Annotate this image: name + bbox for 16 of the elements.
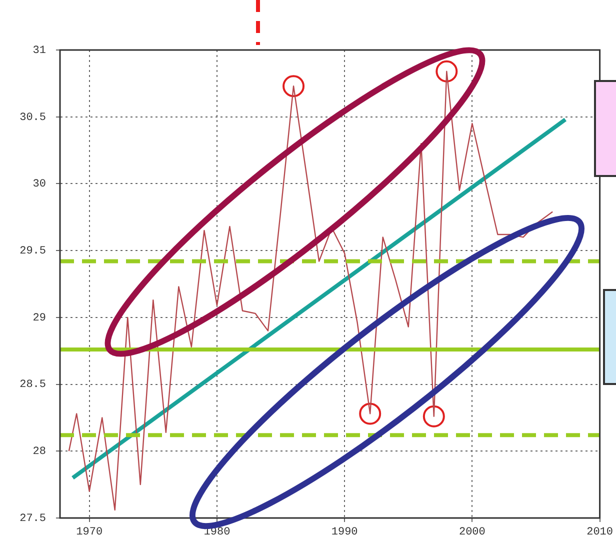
x-tick-label: 2000 [458,526,486,537]
x-tick-label: 1990 [331,526,358,537]
y-tick-label: 27.5 [20,512,46,525]
x-tick-label: 2010 [586,526,613,537]
point [282,75,305,98]
y-tick-label: 29 [32,312,46,324]
y-tick-label: 30 [32,178,46,191]
y-tick-label: 28.5 [20,379,46,392]
point [422,405,445,428]
y-tick-label: 31 [32,44,46,57]
y-tick-label: 30.5 [20,112,46,124]
x-tick-label: 1970 [76,526,103,537]
point [436,60,458,82]
y-tick-label: 29.5 [20,245,46,258]
point [359,402,382,425]
y-tick-label: 28 [32,446,46,458]
